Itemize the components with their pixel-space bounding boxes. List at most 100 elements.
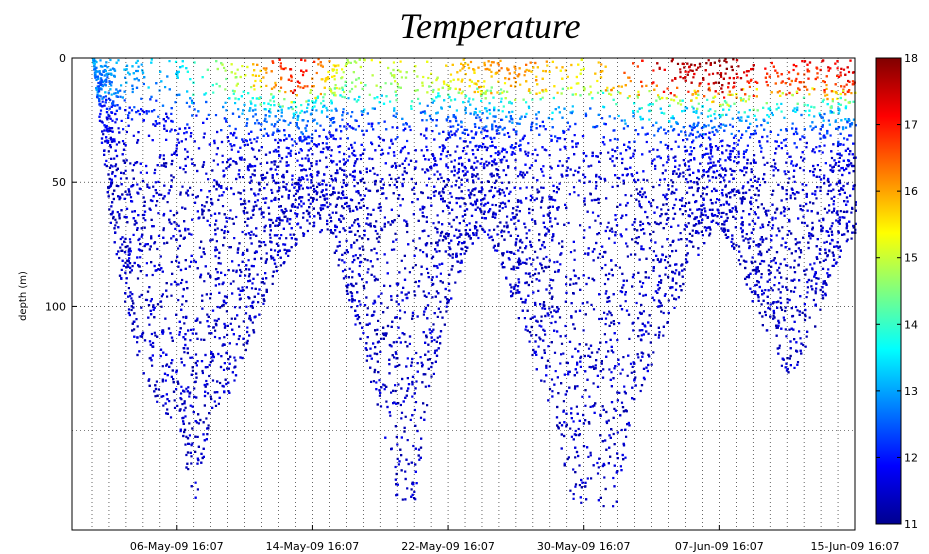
data-point (299, 86, 302, 89)
data-point (219, 381, 222, 385)
data-point (465, 232, 468, 235)
data-point (191, 332, 194, 335)
data-point (821, 151, 824, 154)
data-point (551, 390, 554, 393)
data-point (247, 275, 251, 278)
data-point (677, 224, 680, 227)
data-point (709, 143, 712, 146)
data-point (825, 87, 828, 90)
data-point (420, 361, 423, 364)
data-point (769, 303, 772, 306)
data-point (491, 203, 494, 206)
data-point (99, 109, 103, 112)
data-point (395, 238, 398, 241)
data-point (135, 77, 139, 80)
data-point (640, 228, 643, 232)
data-point (699, 65, 702, 68)
data-point (798, 241, 801, 244)
data-point (621, 161, 624, 165)
data-point (623, 385, 626, 388)
data-point (696, 124, 699, 128)
data-point (124, 261, 127, 264)
data-point (150, 235, 153, 238)
data-point (591, 211, 595, 214)
data-point (505, 173, 508, 177)
data-point (462, 140, 465, 143)
data-point (230, 145, 233, 148)
data-point (748, 188, 751, 192)
data-point (384, 82, 387, 85)
data-point (373, 172, 376, 175)
data-point (796, 309, 799, 312)
data-point (305, 110, 309, 113)
data-point (726, 103, 729, 106)
data-point (221, 161, 224, 164)
data-point (262, 67, 265, 70)
data-point (389, 284, 392, 288)
data-point (436, 336, 439, 339)
data-point (257, 74, 261, 77)
data-point (228, 124, 231, 128)
data-point (741, 99, 744, 102)
data-point (140, 335, 144, 338)
data-point (170, 294, 173, 297)
data-point (488, 108, 491, 112)
data-point (182, 288, 185, 291)
data-point (521, 251, 524, 254)
data-point (624, 291, 627, 294)
data-point (795, 164, 798, 167)
data-point (779, 128, 783, 132)
data-point (786, 301, 789, 304)
data-point (667, 208, 670, 211)
data-point (262, 241, 266, 244)
data-point (400, 259, 403, 262)
data-point (691, 212, 694, 215)
data-point (338, 151, 341, 154)
data-point (590, 477, 593, 480)
data-point (438, 146, 441, 149)
data-point (251, 321, 254, 324)
data-point (194, 481, 197, 484)
data-point (784, 264, 788, 267)
data-point (110, 93, 113, 96)
data-point (311, 200, 314, 203)
data-point (459, 261, 462, 264)
data-point (607, 221, 610, 224)
data-point (454, 117, 457, 120)
data-point (180, 398, 183, 401)
data-point (785, 335, 788, 338)
data-point (731, 150, 734, 153)
data-point (206, 196, 209, 199)
data-point (273, 249, 277, 252)
data-point (852, 100, 855, 103)
data-point (558, 160, 561, 163)
data-point (584, 404, 587, 407)
data-point (305, 129, 308, 132)
data-point (503, 266, 506, 269)
data-point (231, 89, 235, 92)
data-point (775, 234, 778, 237)
plot-area (92, 58, 857, 508)
data-point (374, 301, 377, 304)
data-point (145, 171, 148, 174)
data-point (676, 62, 680, 65)
data-point (423, 110, 426, 113)
data-point (153, 331, 156, 334)
data-point (461, 150, 465, 153)
data-point (800, 156, 803, 159)
data-point (648, 118, 651, 121)
data-point (413, 192, 416, 195)
data-point (221, 154, 224, 157)
data-point (755, 199, 758, 202)
data-point (453, 159, 456, 162)
data-point (612, 86, 615, 89)
data-point (187, 386, 190, 389)
data-point (206, 366, 209, 369)
data-point (641, 85, 644, 88)
data-point (430, 72, 433, 75)
data-point (241, 112, 244, 115)
data-point (366, 259, 369, 262)
data-point (257, 193, 260, 196)
data-point (642, 282, 645, 285)
data-point (160, 305, 163, 308)
